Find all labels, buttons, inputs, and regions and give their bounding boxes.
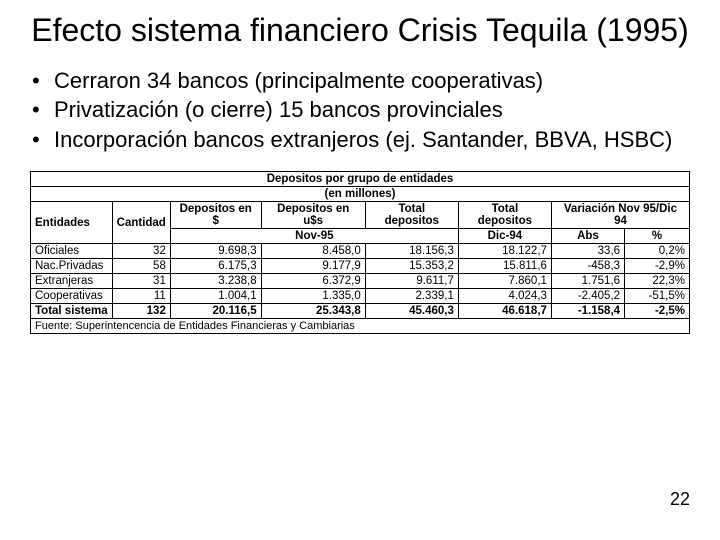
cell-total: 2.339,1 (365, 289, 458, 304)
bullet-item: • Privatización (o cierre) 15 bancos pro… (32, 96, 692, 124)
col-nov95: Nov-95 (170, 229, 458, 244)
cell-total94: 18.122,7 (458, 244, 551, 259)
cell-total: 45.460,3 (365, 304, 458, 319)
table-row: Cooperativas 11 1.004,1 1.335,0 2.339,1 … (31, 289, 690, 304)
cell-abs: 1.751,6 (551, 274, 624, 289)
bullet-mark-icon: • (32, 96, 54, 124)
table-source: Fuente: Superintencencia de Entidades Fi… (31, 319, 690, 334)
table-row: Oficiales 32 9.698,3 8.458,0 18.156,3 18… (31, 244, 690, 259)
bullet-text: Cerraron 34 bancos (principalmente coope… (54, 67, 692, 95)
cell-entidad: Total sistema (31, 304, 113, 319)
cell-cantidad: 11 (112, 289, 170, 304)
cell-cantidad: 132 (112, 304, 170, 319)
cell-pct: -2,5% (625, 304, 690, 319)
cell-total94: 4.024,3 (458, 289, 551, 304)
table-row: Nac.Privadas 58 6.175,3 9.177,9 15.353,2… (31, 259, 690, 274)
col-pct: % (625, 229, 690, 244)
cell-abs: -2.405,2 (551, 289, 624, 304)
bullet-mark-icon: • (32, 67, 54, 95)
col-variacion: Variación Nov 95/Dic 94 (551, 202, 689, 229)
col-total-dep: Total depositos (365, 202, 458, 229)
cell-dep-usd: 25.343,8 (261, 304, 365, 319)
cell-total94: 7.860,1 (458, 274, 551, 289)
cell-total: 9.611,7 (365, 274, 458, 289)
table-total-row: Total sistema 132 20.116,5 25.343,8 45.4… (31, 304, 690, 319)
bullet-item: • Incorporación bancos extranjeros (ej. … (32, 126, 692, 154)
cell-cantidad: 31 (112, 274, 170, 289)
cell-entidad: Extranjeras (31, 274, 113, 289)
cell-dep-usd: 9.177,9 (261, 259, 365, 274)
col-dic94: Dic-94 (458, 229, 551, 244)
bullet-item: • Cerraron 34 bancos (principalmente coo… (32, 67, 692, 95)
cell-dep-usd: 1.335,0 (261, 289, 365, 304)
slide-title: Efecto sistema financiero Crisis Tequila… (28, 12, 692, 49)
col-entidades: Entidades (31, 202, 113, 244)
cell-total94: 15.811,6 (458, 259, 551, 274)
cell-total: 18.156,3 (365, 244, 458, 259)
col-dep-usd: Depositos en u$s (261, 202, 365, 229)
cell-cantidad: 32 (112, 244, 170, 259)
cell-dep-pesos: 9.698,3 (170, 244, 261, 259)
bullet-text: Privatización (o cierre) 15 bancos provi… (54, 96, 692, 124)
table-source-row: Fuente: Superintencencia de Entidades Fi… (31, 319, 690, 334)
bullet-text: Incorporación bancos extranjeros (ej. Sa… (54, 126, 692, 154)
cell-pct: -2,9% (625, 259, 690, 274)
cell-abs: -1.158,4 (551, 304, 624, 319)
page-number: 22 (670, 489, 690, 510)
cell-cantidad: 58 (112, 259, 170, 274)
deposits-table: Depositos por grupo de entidades (en mil… (30, 171, 690, 334)
cell-pct: 0,2% (625, 244, 690, 259)
col-total-dep2: Total depositos (458, 202, 551, 229)
col-cantidad: Cantidad (112, 202, 170, 244)
cell-dep-usd: 6.372,9 (261, 274, 365, 289)
cell-dep-pesos: 1.004,1 (170, 289, 261, 304)
cell-abs: 33,6 (551, 244, 624, 259)
bullet-list: • Cerraron 34 bancos (principalmente coo… (28, 67, 692, 154)
table-title: Depositos por grupo de entidades (31, 172, 690, 187)
col-abs: Abs (551, 229, 624, 244)
table-subtitle: (en millones) (31, 187, 690, 202)
cell-total94: 46.618,7 (458, 304, 551, 319)
cell-pct: -51,5% (625, 289, 690, 304)
cell-entidad: Cooperativas (31, 289, 113, 304)
cell-abs: -458,3 (551, 259, 624, 274)
cell-dep-pesos: 3.238,8 (170, 274, 261, 289)
cell-dep-pesos: 6.175,3 (170, 259, 261, 274)
cell-dep-pesos: 20.116,5 (170, 304, 261, 319)
cell-total: 15.353,2 (365, 259, 458, 274)
cell-dep-usd: 8.458,0 (261, 244, 365, 259)
cell-pct: 22,3% (625, 274, 690, 289)
cell-entidad: Nac.Privadas (31, 259, 113, 274)
table-row: Extranjeras 31 3.238,8 6.372,9 9.611,7 7… (31, 274, 690, 289)
bullet-mark-icon: • (32, 126, 54, 154)
cell-entidad: Oficiales (31, 244, 113, 259)
col-dep-pesos: Depositos en $ (170, 202, 261, 229)
